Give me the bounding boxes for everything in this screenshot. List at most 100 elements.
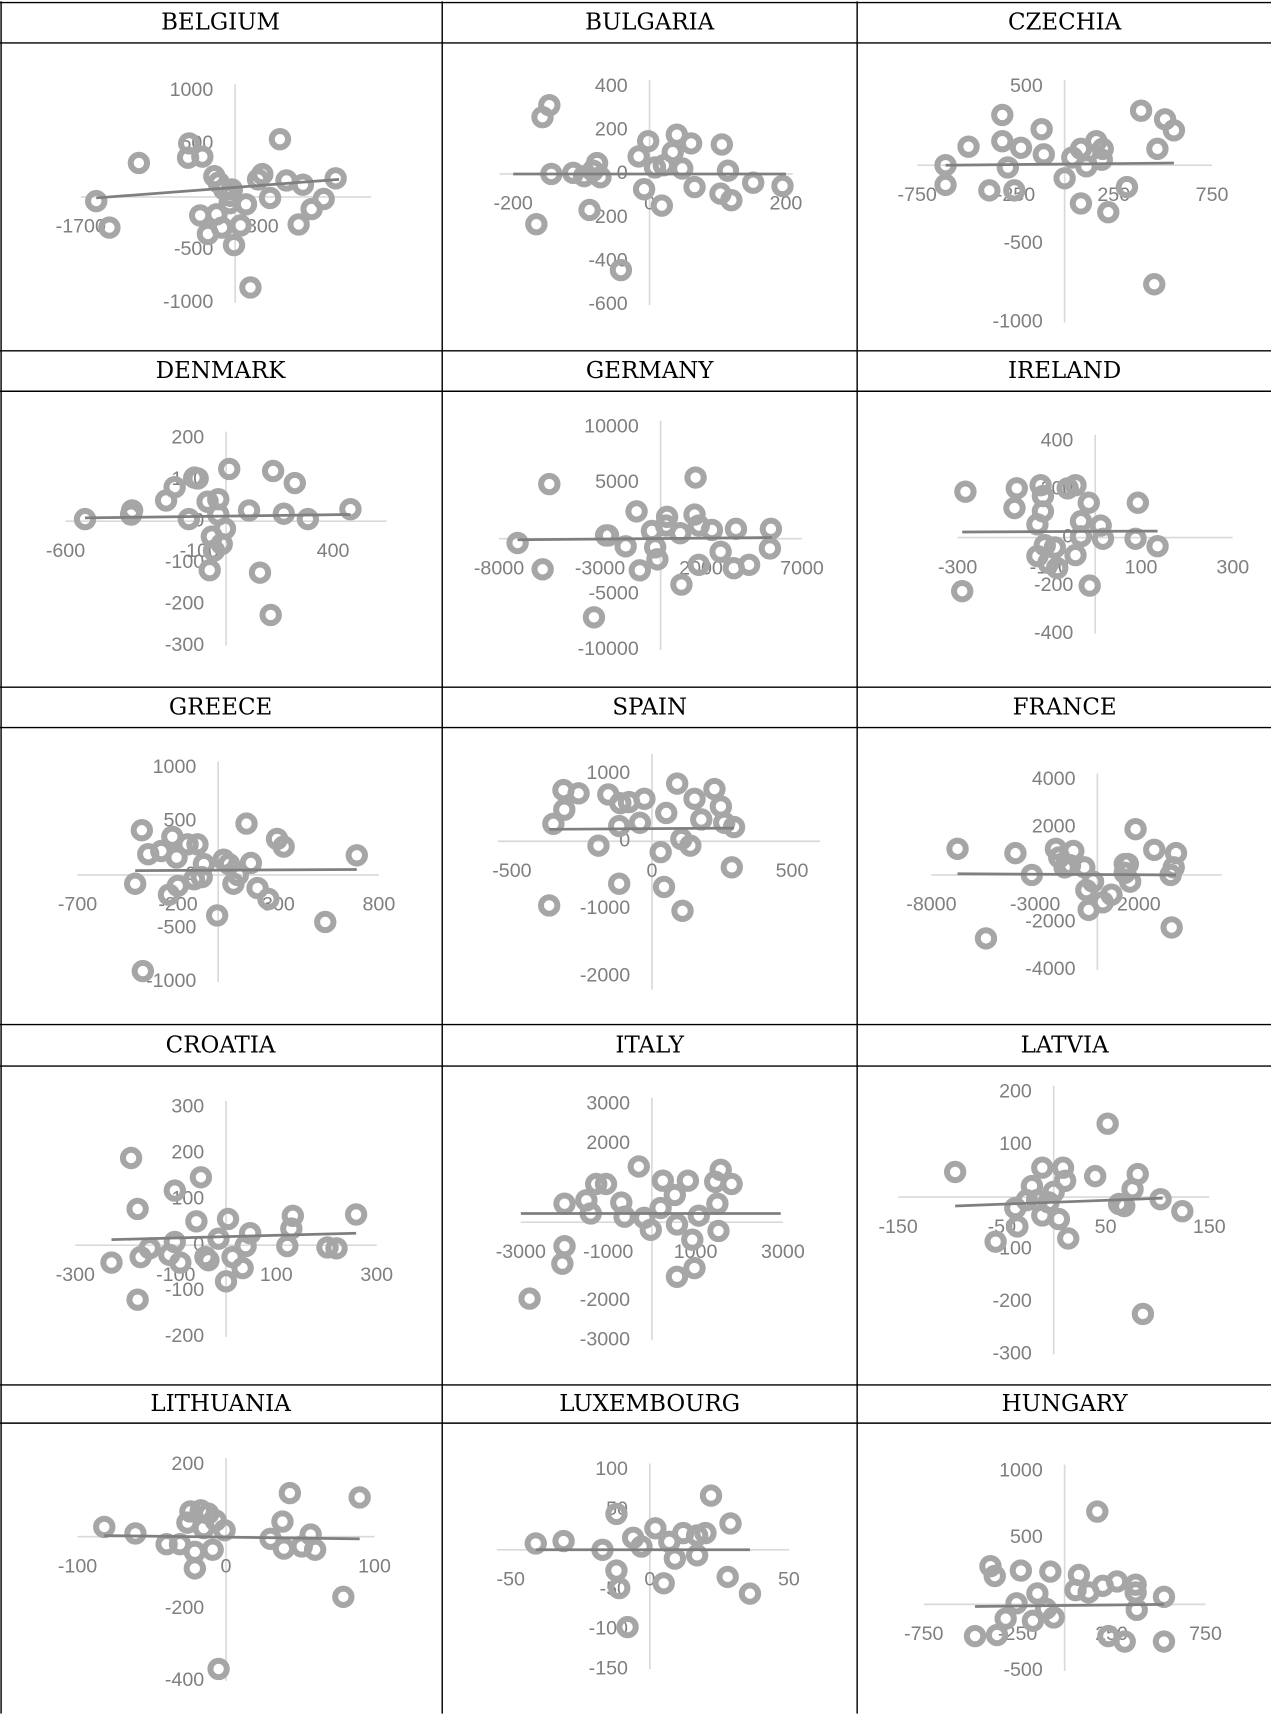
- scatter-point: [683, 1256, 706, 1280]
- scatter-point: [1105, 1570, 1129, 1593]
- scatter-point: [1091, 137, 1114, 161]
- scatter-point: [996, 156, 1020, 179]
- y-tick-label: 0: [193, 1233, 204, 1255]
- scatter-point: [345, 844, 368, 867]
- scatter-point: [214, 1270, 238, 1293]
- scatter-point: [665, 772, 689, 795]
- y-tick-label: -150: [589, 1658, 628, 1680]
- scatter-point: [1057, 1227, 1080, 1250]
- y-tick-label: -500: [157, 917, 196, 939]
- scatter-point: [1009, 136, 1033, 159]
- y-tick-label: -500: [1003, 232, 1042, 254]
- y-tick-label: 5000: [595, 471, 639, 493]
- scatter-point: [703, 777, 726, 801]
- panel-title: LITHUANIA: [150, 1391, 291, 1417]
- scatter-point: [291, 173, 315, 196]
- scatter-point: [100, 1251, 123, 1274]
- x-tick-label: 100: [1125, 556, 1158, 578]
- y-tick-label: -5000: [589, 583, 639, 605]
- y-tick-label: -500: [1003, 1659, 1042, 1681]
- scatter-point: [633, 787, 656, 811]
- panel-title: LATVIA: [1021, 1032, 1109, 1058]
- scatter-point: [339, 497, 362, 521]
- scatter-point: [706, 1192, 729, 1215]
- scatter-point: [1042, 1606, 1065, 1629]
- scatter-point: [954, 480, 977, 503]
- scatter-point: [1077, 491, 1100, 514]
- scatter-point: [627, 145, 650, 168]
- x-tick-label: 50: [778, 1569, 800, 1591]
- scatter-point: [1090, 148, 1113, 171]
- x-tick-label: 750: [1189, 1623, 1222, 1645]
- scatter-point: [720, 188, 743, 212]
- y-tick-label: -4000: [1025, 958, 1075, 980]
- trendline: [549, 826, 735, 831]
- scatter-point: [716, 159, 740, 182]
- y-tick-label: -200: [165, 1597, 204, 1619]
- y-tick-label: 200: [595, 118, 628, 140]
- scatter-point: [207, 1657, 230, 1681]
- trendline: [962, 529, 1158, 534]
- panel-title: SPAIN: [612, 694, 687, 720]
- trendline: [955, 1196, 1163, 1208]
- scatter-point: [538, 93, 561, 117]
- scatter-point: [681, 1228, 704, 1251]
- scatter-point: [316, 1236, 339, 1259]
- scatter-point: [771, 174, 794, 198]
- scatter-point: [222, 233, 246, 257]
- scatter-point: [314, 910, 337, 934]
- scatter-point: [687, 1204, 711, 1227]
- scatter-point: [628, 559, 651, 582]
- scatter-point: [1047, 1207, 1071, 1231]
- y-tick-label: -400: [165, 1669, 204, 1691]
- x-tick-label: 3000: [761, 1241, 805, 1263]
- scatter-point: [1004, 841, 1027, 865]
- scatter-point: [1005, 1592, 1028, 1615]
- scatter-point: [312, 187, 335, 211]
- scatter-point: [609, 258, 633, 282]
- scatter-point: [248, 561, 272, 584]
- x-tick-label: 0: [221, 1555, 232, 1577]
- scatter-point: [719, 1512, 742, 1535]
- scatter-point: [608, 872, 631, 895]
- scatter-point: [630, 1535, 653, 1558]
- scatter-point: [758, 537, 782, 560]
- y-tick-label: -200: [165, 592, 204, 614]
- scatter-point: [98, 216, 121, 239]
- x-tick-label: -300: [56, 1264, 95, 1286]
- scatter-point: [1053, 1169, 1077, 1193]
- x-tick-label: -700: [58, 894, 97, 916]
- x-tick-label: -50: [497, 1569, 525, 1591]
- scatter-point: [946, 837, 969, 861]
- scatter-point: [1032, 143, 1055, 166]
- x-tick-label: -3000: [575, 557, 625, 579]
- scatter-point: [605, 1502, 628, 1526]
- scatter-point: [1126, 491, 1150, 514]
- y-tick-label: -2000: [1025, 911, 1075, 933]
- scatter-point: [663, 1547, 687, 1570]
- scatter-point: [994, 1607, 1017, 1630]
- scatter-point: [649, 1196, 672, 1220]
- x-tick-label: 300: [1216, 556, 1249, 578]
- scatter-point: [983, 1564, 1006, 1588]
- trendline: [135, 868, 357, 872]
- scatter-point: [1126, 1162, 1149, 1186]
- y-tick-label: -1000: [146, 970, 196, 992]
- scatter-point: [652, 1572, 675, 1595]
- trendline: [517, 536, 772, 542]
- scatter-point: [584, 1172, 608, 1196]
- scatter-point: [963, 1624, 987, 1648]
- trendline: [975, 1603, 1164, 1608]
- scatter-point: [676, 1169, 700, 1192]
- scatter-point: [655, 801, 678, 825]
- x-tick-label: 2000: [1117, 894, 1161, 916]
- y-tick-label: 400: [1041, 430, 1074, 452]
- y-tick-label: 3000: [586, 1092, 630, 1114]
- scatter-point: [218, 457, 241, 481]
- x-tick-label: 200: [770, 193, 803, 215]
- scatter-point: [1113, 1194, 1136, 1218]
- scatter-point: [687, 553, 710, 577]
- scatter-point: [138, 1237, 161, 1260]
- x-tick-label: 50: [1095, 1216, 1117, 1238]
